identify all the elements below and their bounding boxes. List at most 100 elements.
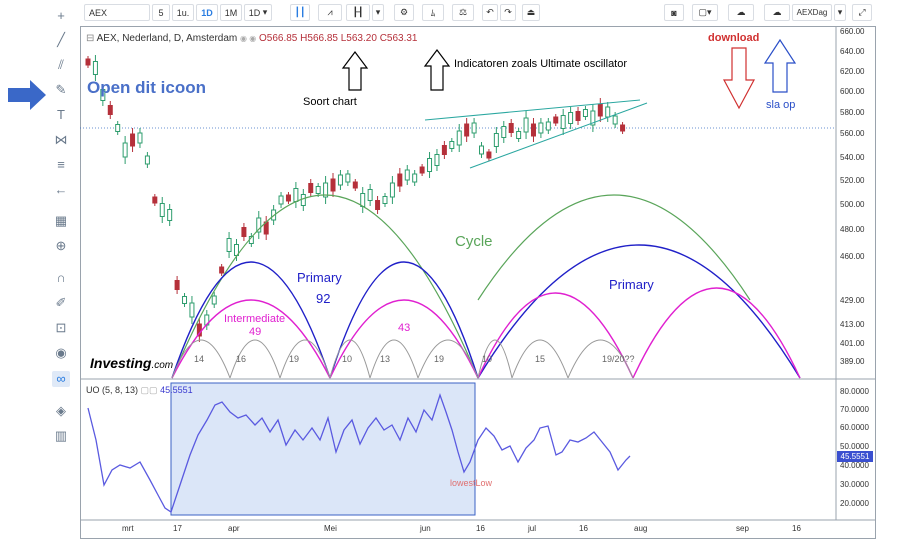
candle-body [590,110,596,126]
intermediate-label: Intermediate [224,313,286,325]
open-icon-annotation: Open dit icoon [87,78,206,97]
candle-body [278,195,284,205]
interval-dropdown[interactable]: 1D ▾ [244,4,272,21]
trash-icon[interactable]: ▥ [54,428,68,443]
date-tick-label: 16 [476,524,485,533]
minor-arc [511,339,569,379]
interval-1m[interactable]: 1M [220,4,242,21]
minor-cycle-label: 10 [342,354,353,364]
lock-icon[interactable]: ⊡ [55,320,67,335]
candle-body [553,116,559,124]
date-tick-label: Mei [324,524,337,533]
crosshair-icon[interactable]: + [57,8,65,23]
layout-icon[interactable]: ▢▾ [692,4,718,21]
chart-title: AEX, Nederland, D, Amsterdam [96,33,238,44]
candle-body [226,238,232,252]
settings-gear-icon[interactable]: ⚙ [394,4,414,21]
candle-body [382,196,388,204]
header-settings-icon[interactable]: ◉ ◉ [240,34,257,43]
text-icon[interactable]: T [57,107,65,122]
indicators-annotation: Indicatoren zoals Ultimate oscillator [454,58,628,70]
close-value: C563.31 [379,33,418,44]
cloud-download-icon[interactable]: ☁ [728,4,754,21]
undo-icon[interactable]: ↶ [482,4,498,21]
price-tick-label: 460.00 [840,252,865,261]
candle-body [545,121,551,131]
eye-icon[interactable]: ◉ [55,345,67,360]
uo-settings-icon[interactable]: ▢▢ [140,385,158,395]
minor-arc [567,339,634,379]
candle-body [412,173,418,183]
price-tick-label: 560.00 [840,129,865,138]
minor-arc [417,339,479,379]
candle-body [174,280,180,290]
date-tick-label: 16 [579,524,588,533]
candle-body [144,155,150,165]
candle-body [308,183,314,193]
candle-body [219,266,225,274]
channel-lower [469,102,648,169]
minor-cycle-label: 19/20?? [602,354,635,364]
fullscreen-icon[interactable]: ⤢ [852,4,872,21]
candle-body [575,111,581,121]
brush-icon[interactable]: ✎ [55,82,67,97]
candle-chart-icon[interactable]: ┃┃ [290,4,310,21]
alert-icon[interactable]: ⏏ [522,4,540,21]
intermediate-arc [171,299,331,379]
interval-5[interactable]: 5 [152,4,170,21]
templates-icon[interactable]: ⚖ [452,4,474,21]
chart-type-dropdown-icon[interactable]: ▾ [372,4,384,21]
uo-value: 45.5551 [160,385,193,395]
intermediate-arc [477,292,634,379]
price-tick-label: 540.00 [840,153,865,162]
cloud-upload-icon[interactable]: ☁ [764,4,790,21]
top-toolbar: AEX 5 1u. 1D 1M 1D ▾ ┃┃ ⩘ ┠┨ ▾ ⚙ ﾑ ⚖ ↶ ↷… [80,0,876,27]
back-arrow-icon[interactable]: ← [54,182,68,197]
candle-body [367,189,373,201]
camera-icon[interactable]: ◙ [664,4,684,21]
candle-body [597,103,603,117]
candle-body [523,117,529,133]
candle-body [92,61,98,75]
candle-body [427,158,433,172]
candle-body [100,89,106,101]
arrow-indicators [423,49,451,91]
candle-body [115,124,121,132]
candle-body [449,141,455,149]
interval-1d[interactable]: 1D [196,4,218,21]
price-tick-label: 401.00 [840,339,865,348]
fib-icon[interactable]: ≡ [57,157,65,172]
uo-tick-label: 40.0000 [840,461,869,470]
candle-body [471,122,477,134]
symbol-input[interactable]: AEX [84,4,150,21]
minor-cycle-label: 19 [434,354,445,364]
pencil-lock-icon[interactable]: ✐ [55,295,67,310]
save-layout-name[interactable]: AEXDag [792,4,832,21]
candle-body [404,169,410,181]
measure-icon[interactable]: ▦ [54,213,68,228]
collapse-icon[interactable]: ⊟ [86,33,95,44]
pattern-icon[interactable]: ⋈ [54,132,68,147]
zoom-icon[interactable]: ⊕ [55,238,67,253]
magnet-icon[interactable]: ∩ [56,270,66,285]
intermediate-value-2: 43 [398,322,411,334]
minor-arc [229,339,281,379]
candle-body [137,132,143,144]
redo-icon[interactable]: ↷ [500,4,516,21]
arrow-download [722,47,756,110]
candle-body [152,196,158,204]
save-dropdown-icon[interactable]: ▾ [834,4,846,21]
interval-1h[interactable]: 1u. [172,4,194,21]
multi-line-icon[interactable]: ⫽ [58,57,64,72]
save-annotation: sla op [766,99,796,111]
compare-icon[interactable]: ⩘ [318,4,342,21]
layers-icon[interactable]: ◈ [56,403,66,418]
investing-logo: Investing.com [90,355,174,371]
trend-line-icon[interactable]: ╱ [57,32,65,47]
link-icon[interactable]: ∞ [52,371,70,387]
candle-body [397,173,403,187]
low-value: L563.20 [340,33,377,44]
chart-type-icon[interactable]: ┠┨ [346,4,370,21]
indicators-icon[interactable]: ﾑ [422,4,444,21]
